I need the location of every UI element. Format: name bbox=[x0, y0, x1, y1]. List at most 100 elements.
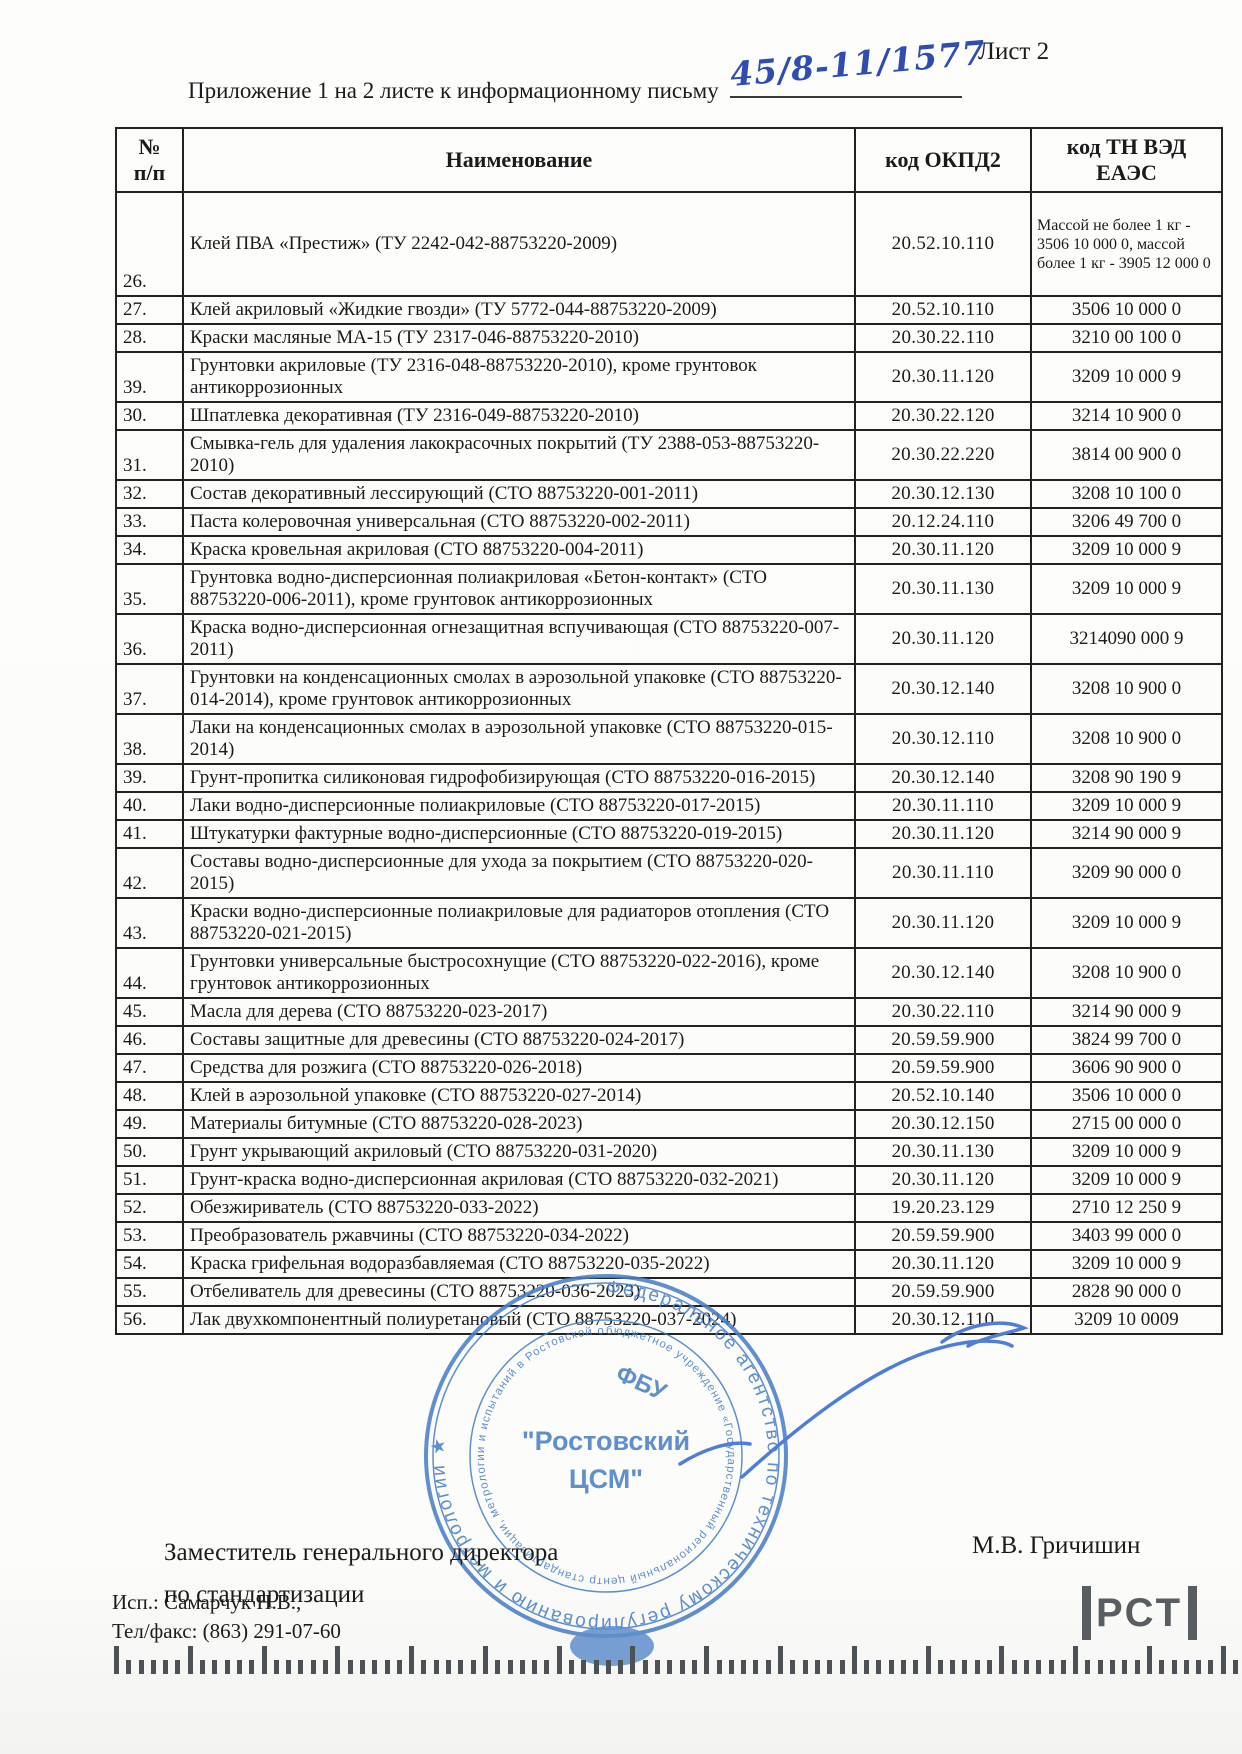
ruler-tick bbox=[114, 1646, 119, 1674]
ruler-tick bbox=[999, 1646, 1005, 1674]
executor-block: Исп.: Самарчук Н.В., Тел/факс: (863) 291… bbox=[112, 1588, 341, 1646]
ruler-tick bbox=[470, 1660, 476, 1674]
executor-phone: Тел/факс: (863) 291-07-60 bbox=[112, 1619, 341, 1643]
table-row: 26. Клей ПВА «Престиж» (ТУ 2242-042-88753… bbox=[115, 191, 1223, 297]
ruler-tick bbox=[446, 1660, 452, 1674]
ruler-tick bbox=[593, 1660, 599, 1674]
ruler-tick bbox=[704, 1646, 710, 1674]
ruler-tick bbox=[138, 1660, 144, 1674]
rst-logo-left-bar bbox=[1082, 1586, 1091, 1640]
ruler-tick bbox=[753, 1660, 759, 1674]
row-number: 30. bbox=[115, 401, 184, 431]
table-row: 36. Краска водно-дисперсионная огнезащитн… bbox=[115, 613, 1223, 665]
ruler-tick bbox=[1036, 1660, 1042, 1674]
tnved-code: Массой не более 1 кг - 3506 10 000 0, ма… bbox=[1030, 191, 1223, 297]
product-name: Грунт-пропитка силиконовая гидрофобизиру… bbox=[182, 763, 856, 793]
ruler-tick bbox=[851, 1646, 857, 1674]
signature-ink bbox=[678, 1321, 1029, 1479]
table-header-row: № п/п Наименование код ОКПД2 код ТН ВЭД … bbox=[115, 127, 1223, 193]
okpd2-code: 20.30.12.140 bbox=[854, 663, 1032, 715]
ruler-tick bbox=[359, 1660, 365, 1674]
ruler-tick bbox=[679, 1660, 685, 1674]
ruler-tick bbox=[236, 1660, 242, 1674]
column-header-okpd2: код ОКПД2 bbox=[854, 127, 1032, 193]
okpd2-code: 20.30.11.120 bbox=[854, 613, 1032, 665]
ruler-tick bbox=[396, 1660, 402, 1674]
row-number: 50. bbox=[115, 1137, 184, 1167]
product-name: Составы защитные для древесины (СТО 8875… bbox=[182, 1025, 856, 1055]
product-name: Лаки водно-дисперсионные полиакриловые (… bbox=[182, 791, 856, 821]
ruler-tick bbox=[1122, 1660, 1128, 1674]
tnved-code: 2715 00 000 0 bbox=[1030, 1109, 1223, 1139]
appendix-header: Приложение 1 на 2 листе к информационном… bbox=[188, 33, 1168, 104]
table-row: 43. Краски водно-дисперсионные полиакрило… bbox=[115, 897, 1223, 949]
row-number: 38. bbox=[115, 713, 184, 765]
table-row: 33. Паста колеровочная универсальная (СТО… bbox=[115, 507, 1223, 537]
ruler-tick bbox=[310, 1660, 316, 1674]
row-number: 39. bbox=[115, 763, 184, 793]
product-name: Составы водно-дисперсионные для ухода за… bbox=[182, 847, 856, 899]
ruler-tick bbox=[212, 1660, 218, 1674]
ruler-tick bbox=[728, 1660, 734, 1674]
product-name: Краски масляные МА-15 (ТУ 2317-046-88753… bbox=[182, 323, 856, 353]
product-name: Средства для розжига (СТО 88753220-026-2… bbox=[182, 1053, 856, 1083]
okpd2-code: 20.30.11.130 bbox=[854, 563, 1032, 615]
okpd2-code: 20.30.12.140 bbox=[854, 763, 1032, 793]
ruler-tick bbox=[421, 1660, 427, 1674]
round-stamp: Федеральное агентство по техническому ре… bbox=[412, 1262, 788, 1666]
row-number: 39. bbox=[115, 351, 184, 403]
row-number: 42. bbox=[115, 847, 184, 899]
ruler-tick bbox=[126, 1660, 132, 1674]
okpd2-code: 20.59.59.900 bbox=[854, 1025, 1032, 1055]
table-row: 53. Преобразователь ржавчины (СТО 8875322… bbox=[115, 1221, 1223, 1251]
tnved-code: 3209 10 000 9 bbox=[1030, 535, 1223, 565]
executor-name: Исп.: Самарчук Н.В., bbox=[112, 1590, 302, 1614]
ruler-tick bbox=[802, 1660, 808, 1674]
ruler-tick bbox=[950, 1660, 956, 1674]
ruler-tick bbox=[347, 1660, 353, 1674]
ruler-tick bbox=[1159, 1660, 1165, 1674]
row-number: 52. bbox=[115, 1193, 184, 1223]
row-number: 36. bbox=[115, 613, 184, 665]
product-name: Клей ПВА «Престиж» (ТУ 2242-042-88753220… bbox=[182, 191, 856, 297]
tnved-code: 3208 10 100 0 bbox=[1030, 479, 1223, 509]
row-number: 26. bbox=[115, 191, 184, 297]
table-row: 34. Краска кровельная акриловая (СТО 8875… bbox=[115, 535, 1223, 565]
ruler-tick bbox=[864, 1660, 870, 1674]
ruler-tick bbox=[778, 1646, 784, 1674]
product-name: Шпатлевка декоративная (ТУ 2316-049-8875… bbox=[182, 401, 856, 431]
ruler-tick bbox=[458, 1660, 464, 1674]
ruler-tick bbox=[876, 1660, 882, 1674]
table-row: 55. Отбеливатель для древесины (СТО 88753… bbox=[115, 1277, 1223, 1307]
product-name: Грунтовки на конденсационных смолах в аэ… bbox=[182, 663, 856, 715]
tnved-code: 3214 90 000 9 bbox=[1030, 819, 1223, 849]
ruler-tick bbox=[187, 1646, 193, 1674]
product-name: Обезжириватель (СТО 88753220-033-2022) bbox=[182, 1193, 856, 1223]
table-row: 30. Шпатлевка декоративная (ТУ 2316-049-8… bbox=[115, 401, 1223, 431]
row-number: 51. bbox=[115, 1165, 184, 1195]
ruler-tick bbox=[741, 1660, 747, 1674]
ruler-tick bbox=[888, 1660, 894, 1674]
tnved-code: 3209 10 000 9 bbox=[1030, 1249, 1223, 1279]
ruler-tick bbox=[150, 1660, 156, 1674]
table-row: 49. Материалы битумные (СТО 88753220-028-… bbox=[115, 1109, 1223, 1139]
table-row: 46. Составы защитные для древесины (СТО 8… bbox=[115, 1025, 1223, 1055]
row-number: 44. bbox=[115, 947, 184, 999]
product-name: Штукатурки фактурные водно-дисперсионные… bbox=[182, 819, 856, 849]
row-number: 37. bbox=[115, 663, 184, 715]
product-name: Лак двухкомпонентный полиуретановый (СТО… bbox=[182, 1305, 856, 1335]
ruler-tick bbox=[1048, 1660, 1054, 1674]
ruler-tick bbox=[691, 1660, 697, 1674]
tnved-code: 3209 10 000 9 bbox=[1030, 351, 1223, 403]
ruler-tick bbox=[962, 1660, 968, 1674]
okpd2-code: 20.30.11.110 bbox=[854, 791, 1032, 821]
tnved-code: 3209 10 000 9 bbox=[1030, 1165, 1223, 1195]
product-name: Грунт-краска водно-дисперсионная акрилов… bbox=[182, 1165, 856, 1195]
table-row: 31. Смывка-гель для удаления лакокрасочны… bbox=[115, 429, 1223, 481]
tnved-code: 3208 10 900 0 bbox=[1030, 947, 1223, 999]
okpd2-code: 20.59.59.900 bbox=[854, 1221, 1032, 1251]
okpd2-code: 20.30.11.110 bbox=[854, 847, 1032, 899]
row-number: 43. bbox=[115, 897, 184, 949]
okpd2-code: 20.30.22.110 bbox=[854, 323, 1032, 353]
